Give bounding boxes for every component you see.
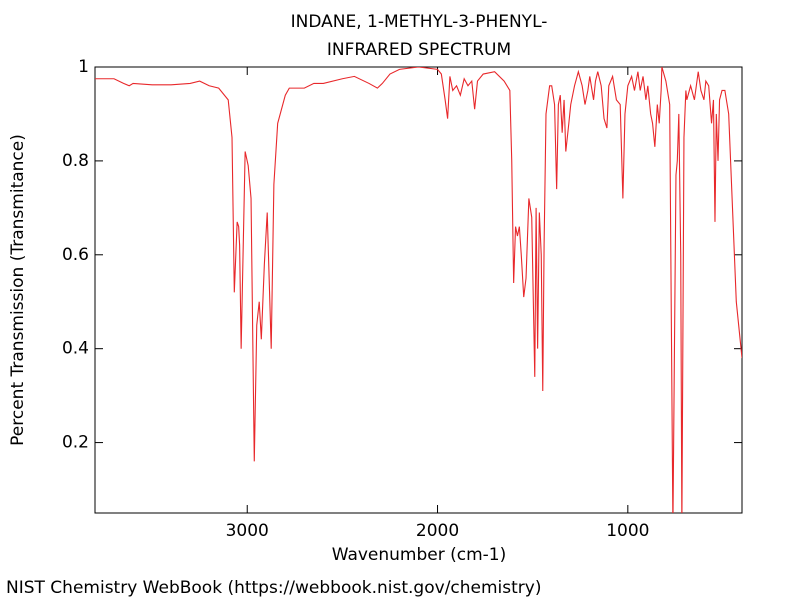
spectrum-line [95,67,742,513]
y-tick-label: 0.4 [62,339,89,359]
x-tick-label: 3000 [226,521,269,541]
chart-subtitle: INFRARED SPECTRUM [327,40,511,60]
x-tick-label: 2000 [416,521,459,541]
chart-title: INDANE, 1-METHYL-3-PHENYL- [291,12,548,32]
y-tick-label: 0.8 [62,151,89,171]
y-axis-label: Percent Transmission (Transmitance) [8,134,28,446]
x-axis-label: Wavenumber (cm-1) [332,545,507,565]
x-tick-label: 1000 [606,521,649,541]
y-tick-label: 0.6 [62,245,89,265]
plot-frame [94,66,743,514]
y-tick-label: 0.2 [62,433,89,453]
y-tick-label: 1 [78,57,89,77]
footer: NIST Chemistry WebBook (https://webbook.… [6,578,541,598]
